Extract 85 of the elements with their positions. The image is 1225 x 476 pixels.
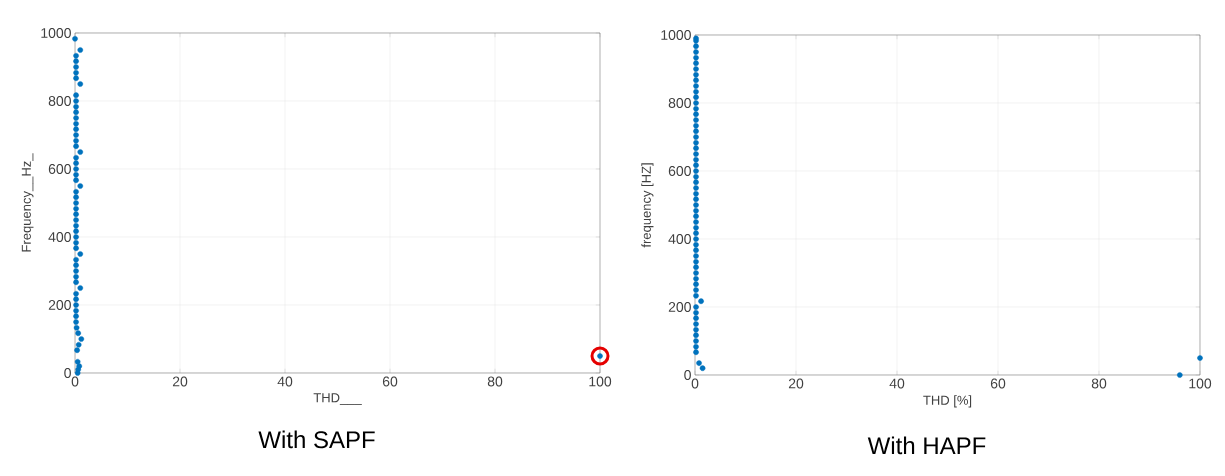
text: With HAPF bbox=[867, 436, 986, 455]
point bbox=[73, 319, 79, 325]
point bbox=[73, 69, 79, 76]
point bbox=[73, 75, 79, 82]
point bbox=[73, 262, 79, 269]
y-tick-label: 600 bbox=[48, 164, 71, 174]
point bbox=[73, 98, 79, 104]
point bbox=[73, 234, 79, 240]
point bbox=[75, 330, 81, 337]
x-tick-label: 100 bbox=[589, 376, 612, 387]
point bbox=[73, 58, 79, 65]
point bbox=[73, 268, 79, 274]
point bbox=[73, 307, 79, 314]
x-tick-label: 80 bbox=[1091, 378, 1107, 389]
point bbox=[73, 290, 79, 297]
point bbox=[73, 205, 79, 212]
point bbox=[73, 324, 80, 331]
point bbox=[74, 347, 80, 354]
text: With SAPF bbox=[258, 430, 375, 449]
y-axis-title: frequency [HZ] bbox=[641, 163, 654, 248]
point bbox=[73, 279, 79, 286]
point bbox=[73, 166, 79, 172]
point bbox=[73, 256, 79, 263]
point bbox=[73, 171, 79, 178]
point bbox=[73, 115, 79, 121]
point bbox=[73, 143, 79, 150]
y-tick-label: 400 bbox=[48, 232, 71, 242]
x-tick-label: 40 bbox=[889, 378, 905, 389]
x-tick-label: 20 bbox=[788, 378, 804, 389]
y-tick-label: 200 bbox=[668, 302, 691, 312]
point bbox=[72, 35, 78, 42]
point bbox=[73, 228, 79, 235]
point bbox=[77, 285, 84, 291]
y-tick-label: 1000 bbox=[661, 30, 691, 40]
x-axis-title: THD___ bbox=[313, 393, 362, 405]
point bbox=[73, 211, 79, 218]
point bbox=[75, 341, 82, 348]
point bbox=[73, 194, 79, 201]
point bbox=[73, 154, 79, 161]
point bbox=[73, 137, 79, 144]
point bbox=[73, 103, 79, 110]
point bbox=[78, 336, 85, 342]
y-tick-label: 400 bbox=[668, 234, 691, 244]
point bbox=[73, 132, 79, 138]
point bbox=[73, 64, 79, 70]
x-tick-label: 20 bbox=[172, 376, 188, 387]
x-tick-label: 80 bbox=[487, 376, 503, 387]
point bbox=[73, 92, 79, 99]
point bbox=[73, 222, 79, 229]
x-tick-label: 0 bbox=[71, 376, 79, 387]
x-tick-label: 60 bbox=[382, 376, 398, 387]
y-tick-label: 200 bbox=[48, 300, 71, 310]
y-tick-label: 0 bbox=[64, 368, 71, 378]
x-axis-title: THD [%] bbox=[923, 395, 972, 408]
point bbox=[73, 200, 79, 206]
point bbox=[73, 313, 79, 320]
point bbox=[77, 183, 84, 189]
x-tick-label: 40 bbox=[277, 376, 293, 387]
point bbox=[73, 120, 79, 127]
point bbox=[77, 81, 84, 87]
point bbox=[73, 296, 79, 303]
y-tick-label: 800 bbox=[668, 98, 691, 108]
point bbox=[77, 251, 84, 257]
point bbox=[73, 126, 79, 133]
point bbox=[73, 245, 79, 252]
point bbox=[73, 109, 79, 116]
y-axis-title: Frequency__Hz_ bbox=[21, 153, 34, 252]
point bbox=[73, 52, 79, 59]
point bbox=[73, 273, 79, 280]
point bbox=[73, 177, 79, 184]
point bbox=[73, 239, 79, 246]
y-tick-label: 1000 bbox=[41, 28, 71, 38]
x-tick-label: 100 bbox=[1189, 378, 1212, 389]
point bbox=[73, 160, 79, 167]
x-tick-label: 0 bbox=[691, 378, 699, 389]
point bbox=[76, 363, 83, 369]
x-tick-label: 60 bbox=[990, 378, 1006, 389]
point bbox=[73, 217, 79, 223]
y-tick-label: 600 bbox=[668, 166, 691, 176]
point bbox=[74, 358, 81, 365]
point bbox=[77, 149, 84, 155]
point bbox=[73, 302, 79, 308]
point bbox=[73, 188, 79, 195]
point bbox=[77, 47, 84, 53]
y-tick-label: 800 bbox=[48, 96, 71, 106]
